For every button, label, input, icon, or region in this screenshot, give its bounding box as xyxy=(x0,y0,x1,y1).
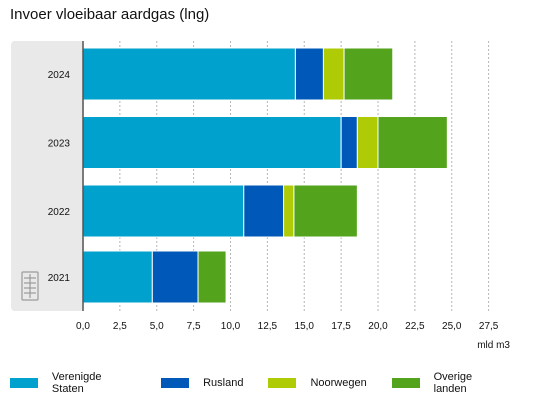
category-label: 2022 xyxy=(48,207,71,218)
bar-segment xyxy=(82,116,342,169)
legend-label: Verenigde Staten xyxy=(51,371,102,395)
x-tick-label: 27,5 xyxy=(479,321,499,332)
bar-segment xyxy=(283,184,295,238)
bar-segment xyxy=(322,47,345,101)
chart-title: Invoer vloeibaar aardgas (lng) xyxy=(10,6,210,23)
legend-swatch xyxy=(391,378,420,388)
category-band xyxy=(11,41,84,311)
bar-segment xyxy=(377,116,448,169)
bar-segment xyxy=(294,47,324,101)
legend: Verenigde Staten Rusland Noorwegen Overige … xyxy=(10,371,533,395)
bar-segment xyxy=(343,47,394,101)
x-tick-label: 17,5 xyxy=(331,321,351,332)
x-axis-label: mld m3 xyxy=(477,340,510,351)
x-tick-label: 22,5 xyxy=(405,321,425,332)
legend-item: Rusland xyxy=(161,377,243,389)
legend-item: Overige landen xyxy=(391,371,508,395)
bar-segment xyxy=(151,250,199,304)
x-tick-label: 25,0 xyxy=(442,321,462,332)
x-tick-label: 2,5 xyxy=(113,321,127,332)
bar-segment xyxy=(243,184,285,238)
legend-swatch xyxy=(10,378,38,388)
bar-segment xyxy=(356,116,379,169)
x-tick-label: 0,0 xyxy=(76,321,90,332)
legend-label: Noorwegen xyxy=(310,377,367,389)
legend-swatch xyxy=(161,378,190,388)
bar-segment xyxy=(197,250,227,304)
bar-segment xyxy=(82,47,296,101)
bar-segment xyxy=(293,184,358,238)
x-tick-label: 7,5 xyxy=(187,321,201,332)
legend-item: Verenigde Staten xyxy=(10,371,136,395)
bar-segment xyxy=(82,250,153,304)
x-tick-label: 15,0 xyxy=(295,321,315,332)
cbs-watermark-icon xyxy=(21,271,39,301)
bar-segment xyxy=(340,116,358,169)
legend-label: Rusland xyxy=(203,377,244,389)
category-label: 2021 xyxy=(48,273,71,284)
legend-swatch xyxy=(268,378,297,388)
x-tick-label: 10,0 xyxy=(221,321,241,332)
category-label: 2023 xyxy=(48,139,71,150)
x-tick-label: 5,0 xyxy=(150,321,164,332)
category-label: 2024 xyxy=(48,70,71,81)
legend-label: Overige landen xyxy=(433,371,473,395)
x-tick-label: 20,0 xyxy=(368,321,388,332)
legend-item: Noorwegen xyxy=(268,377,367,389)
x-tick-label: 12,5 xyxy=(258,321,278,332)
bar-segment xyxy=(82,184,245,238)
